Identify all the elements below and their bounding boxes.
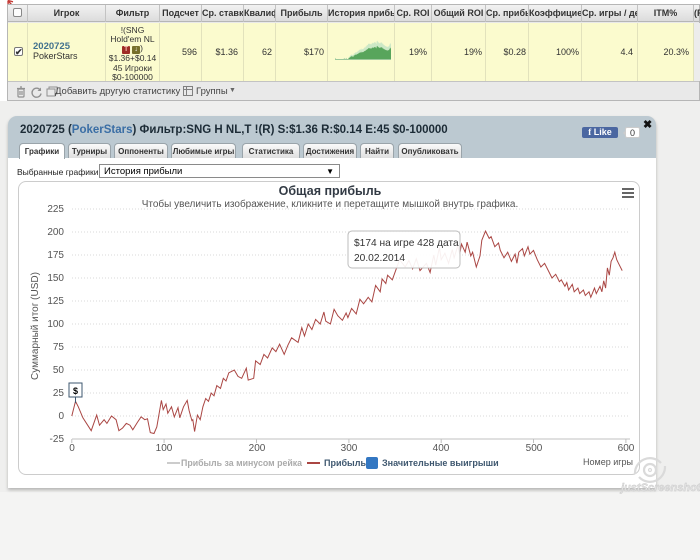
svg-text:75: 75 [53, 342, 65, 353]
svg-text:Значительные выигрыши: Значительные выигрыши [382, 458, 499, 468]
svg-text:400: 400 [433, 443, 450, 454]
svg-text:25: 25 [53, 388, 65, 399]
svg-text:20.02.2014: 20.02.2014 [354, 253, 405, 264]
svg-text:150: 150 [47, 273, 64, 284]
svg-text:300: 300 [341, 443, 358, 454]
svg-text:Чтобы увеличить изображение, к: Чтобы увеличить изображение, кликните и … [142, 198, 519, 210]
svg-text:100: 100 [47, 319, 64, 330]
svg-text:200: 200 [47, 227, 64, 238]
svg-text:justScreenshot: justScreenshot [619, 482, 700, 494]
svg-text:100: 100 [156, 443, 173, 454]
svg-text:500: 500 [526, 443, 543, 454]
svg-text:125: 125 [47, 296, 64, 307]
svg-text:600: 600 [618, 443, 635, 454]
svg-text:0: 0 [58, 411, 64, 422]
svg-text:Номер игры: Номер игры [583, 457, 633, 467]
svg-text:$174 на игре 428 дата: $174 на игре 428 дата [354, 238, 459, 249]
svg-text:200: 200 [249, 443, 266, 454]
svg-text:Прибыль: Прибыль [324, 458, 366, 468]
svg-text:225: 225 [47, 204, 64, 215]
svg-text:175: 175 [47, 250, 64, 261]
svg-text:50: 50 [53, 365, 65, 376]
svg-text:$: $ [73, 386, 78, 396]
svg-text:-25: -25 [50, 434, 65, 445]
svg-text:Общая прибыль: Общая прибыль [279, 184, 382, 198]
svg-text:Прибыль за минусом рейка: Прибыль за минусом рейка [181, 458, 302, 468]
svg-text:0: 0 [69, 443, 75, 454]
svg-text:Суммарный итог (USD): Суммарный итог (USD) [30, 272, 41, 380]
